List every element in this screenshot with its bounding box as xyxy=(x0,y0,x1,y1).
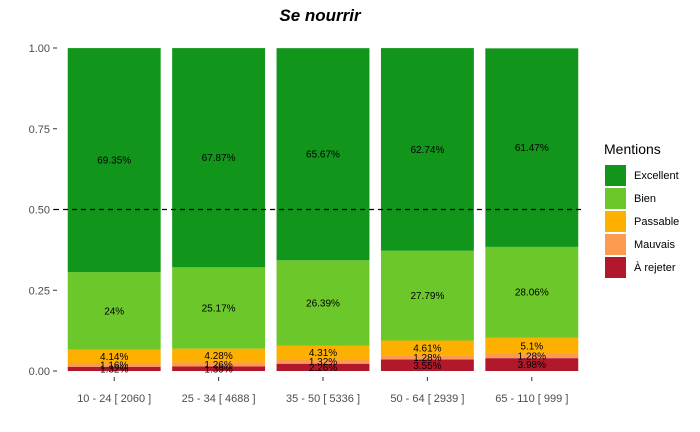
bar-segment-excellent-2 xyxy=(276,48,370,261)
data-label-bien-4: 28.06% xyxy=(515,288,549,299)
chart-title: Se nourrir xyxy=(279,6,362,25)
legend-swatch-bien xyxy=(605,188,626,209)
data-label-bien-1: 25.17% xyxy=(202,303,236,314)
data-label-mauvais-1: 1.26% xyxy=(204,360,232,371)
bar-segment-passable-4 xyxy=(485,337,579,355)
data-labels-layer: 1.32%1.16%4.14%24%69.35%1.39%1.26%4.28%2… xyxy=(97,143,549,375)
data-label-bien-3: 27.79% xyxy=(410,291,444,302)
bar-segment-mauvais-3 xyxy=(380,355,474,360)
data-label-excellent-2: 65.67% xyxy=(306,150,340,161)
legend-label-excellent: Excellent xyxy=(634,170,679,182)
bar-segment-a-rejeter-3 xyxy=(380,359,474,371)
bar-segment-excellent-3 xyxy=(380,48,474,251)
legend-label-mauvais: Mauvais xyxy=(634,239,675,251)
legend-title: Mentions xyxy=(604,141,661,157)
data-label-a-rejeter-3: 3.55% xyxy=(413,361,441,372)
data-label-excellent-3: 62.74% xyxy=(410,145,444,156)
bar-segment-bien-4 xyxy=(485,246,579,338)
data-label-passable-4: 5.1% xyxy=(520,341,543,352)
y-tick-label-0: 0.00 xyxy=(29,366,50,378)
bar-segment-bien-2 xyxy=(276,260,370,346)
x-tick-label-0: 10 - 24 [ 2060 ] xyxy=(77,393,151,405)
y-tick-label-4: 1.00 xyxy=(29,43,50,55)
y-tick-label-2: 0.50 xyxy=(29,205,50,217)
bar-segment-excellent-0 xyxy=(67,48,161,273)
data-label-bien-2: 26.39% xyxy=(306,298,340,309)
x-tick-label-1: 25 - 34 [ 4688 ] xyxy=(182,393,256,405)
data-label-passable-2: 4.31% xyxy=(309,348,337,359)
legend-swatch-a-rejeter xyxy=(605,257,626,278)
bar-segment-a-rejeter-4 xyxy=(485,358,579,371)
data-label-a-rejeter-2: 2.26% xyxy=(309,363,337,374)
data-label-a-rejeter-0: 1.32% xyxy=(100,364,128,375)
data-label-mauvais-3: 1.28% xyxy=(413,353,441,364)
data-label-passable-3: 4.61% xyxy=(413,343,441,354)
bar-segment-a-rejeter-2 xyxy=(276,363,370,371)
x-tick-label-2: 35 - 50 [ 5336 ] xyxy=(286,393,360,405)
bar-segment-bien-1 xyxy=(172,267,266,349)
data-label-passable-0: 4.14% xyxy=(100,352,128,363)
bar-segment-bien-3 xyxy=(380,250,474,341)
bar-segment-a-rejeter-1 xyxy=(172,366,266,371)
bar-segment-passable-3 xyxy=(380,340,474,356)
bar-segment-a-rejeter-0 xyxy=(67,366,161,371)
data-label-excellent-0: 69.35% xyxy=(97,156,131,167)
bar-segment-bien-0 xyxy=(67,272,161,350)
bar-segment-passable-0 xyxy=(67,349,161,363)
bars-layer xyxy=(67,48,579,371)
legend-swatch-excellent xyxy=(605,165,626,186)
x-axis: 10 - 24 [ 2060 ] 25 - 34 [ 4688 ] 35 - 50 … xyxy=(77,377,568,405)
legend: Mentions Excellent Bien Passable Mauvais À r… xyxy=(604,141,679,278)
bar-segment-mauvais-1 xyxy=(172,362,266,367)
y-tick-label-1: 0.25 xyxy=(29,285,50,297)
bar-segment-mauvais-2 xyxy=(276,359,370,364)
data-label-a-rejeter-4: 3.98% xyxy=(518,360,546,371)
y-axis: 0.00 0.25 0.50 0.75 1.00 xyxy=(29,43,57,378)
bar-segment-passable-2 xyxy=(276,345,370,360)
legend-label-passable: Passable xyxy=(634,216,679,228)
legend-swatch-passable xyxy=(605,211,626,232)
bar-segment-mauvais-0 xyxy=(67,362,161,367)
data-label-bien-0: 24% xyxy=(104,306,124,317)
legend-swatch-mauvais xyxy=(605,234,626,255)
data-label-excellent-1: 67.87% xyxy=(202,153,236,164)
data-label-mauvais-4: 1.28% xyxy=(518,352,546,363)
bar-segment-passable-1 xyxy=(172,348,266,363)
bar-segment-mauvais-4 xyxy=(485,354,579,359)
legend-label-a-rejeter: À rejeter xyxy=(634,261,676,274)
legend-label-bien: Bien xyxy=(634,193,656,205)
y-tick-label-3: 0.75 xyxy=(29,124,50,136)
data-label-excellent-4: 61.47% xyxy=(515,143,549,154)
data-label-passable-1: 4.28% xyxy=(204,351,232,362)
data-label-mauvais-2: 1.32% xyxy=(309,357,337,368)
bar-segment-excellent-4 xyxy=(485,48,579,247)
x-tick-label-3: 50 - 64 [ 2939 ] xyxy=(390,393,464,405)
data-label-mauvais-0: 1.16% xyxy=(100,360,128,371)
bar-segment-excellent-1 xyxy=(172,48,266,268)
x-tick-label-4: 65 - 110 [ 999 ] xyxy=(495,393,568,405)
data-label-a-rejeter-1: 1.39% xyxy=(204,364,232,375)
